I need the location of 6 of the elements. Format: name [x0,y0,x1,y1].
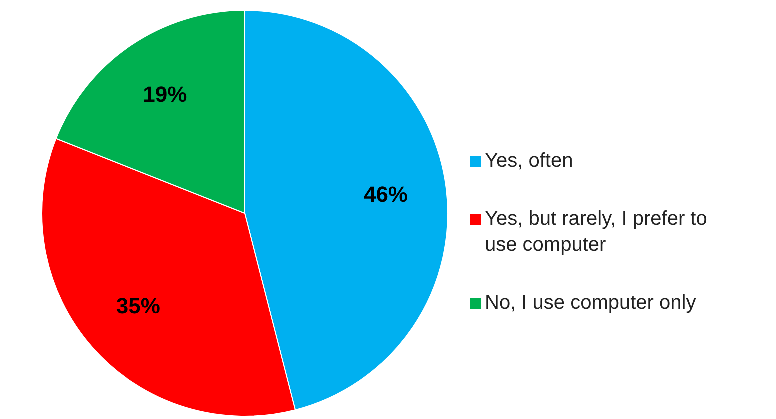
data-label: 35% [116,294,160,319]
data-label: 19% [143,82,188,108]
data-label: 46% [364,182,408,207]
legend-label: No, I use computer only [485,291,698,316]
legend-label: Yes, but rarely, I prefer to use computer [485,207,708,258]
legend-label: Yes, often [485,149,574,174]
